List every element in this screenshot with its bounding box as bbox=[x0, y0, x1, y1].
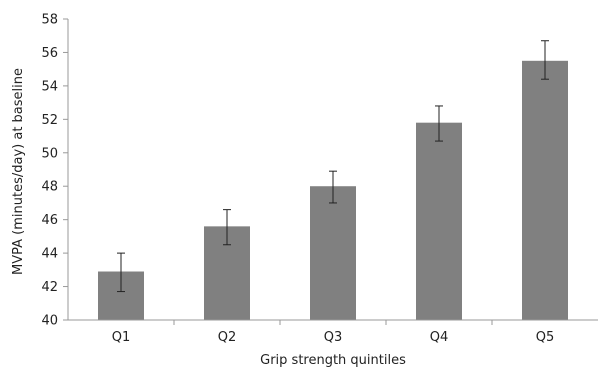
axes-group bbox=[67, 19, 598, 321]
y-tick-label: 40 bbox=[41, 314, 58, 329]
y-tick-label: 46 bbox=[41, 213, 58, 228]
bars-group bbox=[98, 60, 568, 321]
y-tick-label: 48 bbox=[41, 180, 58, 195]
bar-q3 bbox=[310, 186, 356, 320]
x-tick-label: Q2 bbox=[218, 330, 237, 345]
error-bars-group bbox=[117, 40, 549, 293]
x-tick-label: Q1 bbox=[112, 330, 131, 345]
error-bar-q4 bbox=[435, 105, 443, 142]
bar-q4 bbox=[416, 122, 462, 320]
y-ticks-group: 40 42 44 46 48 50 52 54 56 58 bbox=[41, 13, 68, 329]
bar-q5 bbox=[522, 60, 568, 321]
y-tick-label: 58 bbox=[41, 13, 58, 28]
y-tick-label: 54 bbox=[41, 79, 58, 94]
error-bar-q5 bbox=[541, 40, 549, 80]
x-tick-label: Q4 bbox=[430, 330, 449, 345]
x-tick-label: Q5 bbox=[536, 330, 555, 345]
y-axis-title: MVPA (minutes/day) at baseline bbox=[11, 68, 26, 275]
error-bar-q2 bbox=[223, 209, 231, 246]
x-tick-label: Q3 bbox=[324, 330, 343, 345]
y-tick-label: 44 bbox=[41, 247, 58, 262]
y-tick-label: 42 bbox=[41, 280, 58, 295]
y-tick-label: 56 bbox=[41, 46, 58, 61]
y-tick-label: 50 bbox=[41, 146, 58, 161]
y-tick-label: 52 bbox=[41, 113, 58, 128]
x-axis-title: Grip strength quintiles bbox=[260, 353, 406, 368]
error-bar-q1 bbox=[117, 252, 125, 293]
x-ticks-group: Q1 Q2 Q3 Q4 Q5 bbox=[112, 320, 555, 345]
error-bar-q3 bbox=[329, 170, 337, 204]
